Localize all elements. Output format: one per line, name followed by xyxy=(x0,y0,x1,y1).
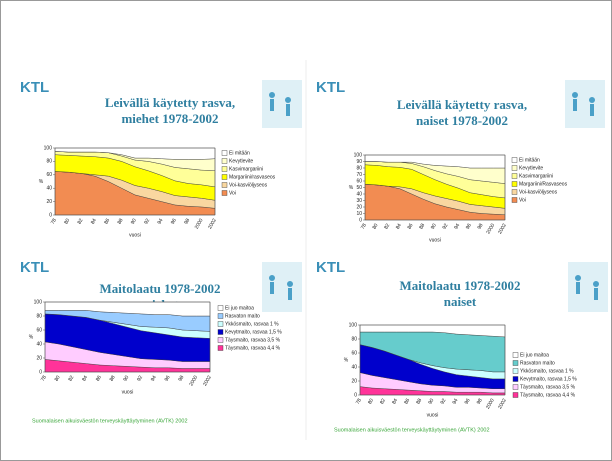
legend-label: Täysmaito, rasvaa 4,4 % xyxy=(225,345,281,351)
legend-swatch xyxy=(222,175,227,180)
legend-label: Voi-kasviöljyseos xyxy=(229,182,268,188)
legend-label: Margariini/rasvaseos xyxy=(229,174,276,180)
y-tick-label: 100 xyxy=(44,145,53,151)
legend-swatch xyxy=(218,306,223,311)
y-tick-label: 30 xyxy=(356,198,362,204)
chart-title: Maitolaatu 1978-2002 xyxy=(400,278,521,293)
y-tick-label: 60 xyxy=(351,350,357,356)
x-axis-label: vuosi xyxy=(427,412,439,418)
legend-label: Voi xyxy=(229,190,236,196)
page: KTL KTL KTL KTL Suomalaisen aikuisväestö… xyxy=(0,0,612,461)
chart-subtitle: miehet 1978-2002 xyxy=(121,111,218,126)
legend-swatch xyxy=(513,393,518,398)
y-tick-label: 40 xyxy=(46,186,52,192)
legend-swatch xyxy=(218,322,223,327)
legend-label: Ei juo maitoa xyxy=(520,352,549,358)
y-axis-label: % xyxy=(39,179,44,185)
logo: KTL xyxy=(20,259,49,276)
y-tick-label: 100 xyxy=(349,322,358,328)
y-tick-label: 20 xyxy=(36,355,42,361)
legend-swatch xyxy=(513,353,518,358)
y-tick-label: 60 xyxy=(46,172,52,178)
chart-title: Leivällä käytetty rasva, xyxy=(105,95,235,110)
y-tick-label: 80 xyxy=(46,159,52,165)
y-tick-label: 40 xyxy=(36,341,42,347)
legend-swatch xyxy=(222,151,227,156)
y-tick-label: 70 xyxy=(356,172,362,178)
y-tick-label: 60 xyxy=(36,327,42,333)
people-icon xyxy=(565,80,605,128)
y-tick-label: 40 xyxy=(356,191,362,197)
legend-swatch xyxy=(218,314,223,319)
x-axis-label: vuosi xyxy=(129,232,141,238)
y-tick-label: 40 xyxy=(351,364,357,370)
logo: KTL xyxy=(316,79,345,96)
legend-label: Kevytlevite xyxy=(519,165,543,171)
y-tick-label: 50 xyxy=(356,185,362,191)
logo: KTL xyxy=(20,79,49,96)
legend-label: Ei mitään xyxy=(229,150,250,156)
y-axis-label: % xyxy=(29,334,34,340)
legend-label: Kasvimargariini xyxy=(519,173,553,179)
legend-swatch xyxy=(512,158,517,163)
legend-label: Voi-kasviöljyseos xyxy=(519,189,558,195)
legend-label: Kevytlevite xyxy=(229,158,253,164)
legend-label: Rasvaton maito xyxy=(520,360,555,366)
y-tick-label: 20 xyxy=(46,199,52,205)
y-axis-label: % xyxy=(344,357,349,363)
legend-label: Ykkösmaito, rasvaa 1 % xyxy=(225,321,279,327)
legend-swatch xyxy=(512,182,517,187)
chart-subtitle: naiset 1978-2002 xyxy=(416,113,508,128)
people-icon xyxy=(262,80,302,128)
legend-swatch xyxy=(218,338,223,343)
legend-label: Rasvaton maito xyxy=(225,313,260,319)
legend-label: Ei mitään xyxy=(519,157,540,163)
legend-swatch xyxy=(218,346,223,351)
legend-label: Täysmaito, rasvaa 3,5 % xyxy=(225,337,281,343)
y-tick-label: 80 xyxy=(351,336,357,342)
legend-swatch xyxy=(513,377,518,382)
chart-subtitle: naiset xyxy=(444,294,477,309)
y-tick-label: 100 xyxy=(34,299,43,305)
legend-label: Voi xyxy=(519,197,526,203)
chart-title: Maitolaatu 1978-2002 xyxy=(100,281,221,296)
legend-label: Ei juo maitoa xyxy=(225,305,254,311)
people-icon xyxy=(262,262,302,312)
legend-swatch xyxy=(512,174,517,179)
legend-label: Ykkösmaito, rasvaa 1 % xyxy=(520,368,574,374)
y-tick-label: 90 xyxy=(356,159,362,165)
legend-swatch xyxy=(222,167,227,172)
y-tick-label: 80 xyxy=(36,313,42,319)
y-tick-label: 20 xyxy=(351,378,357,384)
legend-swatch xyxy=(513,361,518,366)
y-tick-label: 20 xyxy=(356,204,362,210)
source: Suomalaisen aikuisväestön terveyskäyttäy… xyxy=(32,418,188,424)
source: Suomalaisen aikuisväestön terveyskäyttäy… xyxy=(334,427,490,433)
y-tick-label: 100 xyxy=(354,152,363,158)
people-icon xyxy=(568,262,608,312)
legend-label: Täysmaito, rasvaa 4,4 % xyxy=(520,392,576,398)
x-axis-label: vuosi xyxy=(429,237,441,243)
legend-swatch xyxy=(222,159,227,164)
legend-swatch xyxy=(222,183,227,188)
y-tick-label: 60 xyxy=(356,178,362,184)
y-tick-label: 80 xyxy=(356,165,362,171)
legend-label: Täysmaito, rasvaa 3,5 % xyxy=(520,384,576,390)
chart-title: Leivällä käytetty rasva, xyxy=(397,97,527,112)
legend-swatch xyxy=(513,385,518,390)
legend-label: Kevytmaito, rasvaa 1,5 % xyxy=(520,376,577,382)
legend-swatch xyxy=(222,191,227,196)
legend-swatch xyxy=(512,198,517,203)
y-axis-label: % xyxy=(349,185,354,191)
legend-label: Kasvimargariini xyxy=(229,166,263,172)
legend-swatch xyxy=(513,369,518,374)
logo: KTL xyxy=(316,259,345,276)
legend-swatch xyxy=(512,190,517,195)
legend-label: Margariini/Rasvaseos xyxy=(519,181,568,187)
legend-swatch xyxy=(218,330,223,335)
y-tick-label: 10 xyxy=(356,211,362,217)
legend-swatch xyxy=(512,166,517,171)
x-axis-label: vuosi xyxy=(122,389,134,395)
legend-label: Kevytmaito, rasvaa 1,5 % xyxy=(225,329,282,335)
